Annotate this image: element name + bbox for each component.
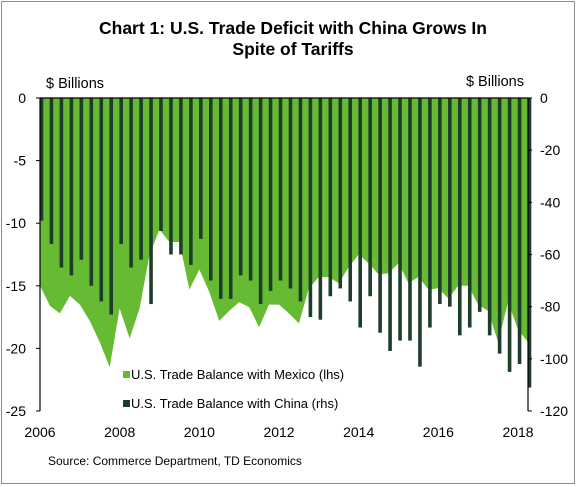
source-note: Source: Commerce Department, TD Economic…: [48, 454, 302, 468]
right-tick-label: -60: [540, 247, 560, 263]
legend-swatch-mexico: [123, 371, 130, 378]
legend-label-mexico: U.S. Trade Balance with Mexico (lhs): [131, 367, 344, 382]
plot-area: [39, 98, 532, 388]
china-bar: [318, 98, 323, 320]
china-bar: [268, 98, 273, 292]
china-bar: [388, 98, 392, 352]
left-tick-label: 0: [18, 90, 26, 106]
china-bar: [408, 98, 412, 341]
china-bar: [258, 98, 263, 305]
china-bar: [418, 98, 422, 367]
left-tick-label: -20: [6, 340, 26, 356]
china-bar: [159, 98, 163, 232]
x-tick-label: 2010: [184, 424, 215, 440]
right-tick-label: -20: [540, 142, 560, 158]
axes: [36, 97, 532, 412]
legend-label-china: U.S. Trade Balance with China (rhs): [131, 396, 338, 411]
china-bar: [248, 98, 253, 281]
china-bar: [328, 98, 333, 297]
china-bar: [199, 98, 203, 239]
china-bar: [49, 98, 54, 245]
china-bar: [59, 98, 64, 268]
china-bar: [119, 98, 123, 245]
x-tick-label: 2008: [104, 424, 135, 440]
right-tick-label: -100: [540, 351, 568, 367]
china-bar: [209, 98, 213, 281]
left-axis-label: $ Billions: [46, 76, 104, 92]
x-tick-label: 2014: [343, 424, 374, 440]
left-tick-label: -10: [6, 215, 26, 231]
china-bar: [517, 98, 522, 365]
legend-swatch-china: [123, 400, 130, 407]
china-bar: [467, 98, 472, 328]
legend: U.S. Trade Balance with Mexico (lhs) U.S…: [123, 367, 344, 411]
x-tick-label: 2006: [24, 424, 55, 440]
right-tick-label: 0: [540, 90, 548, 106]
chart-title-line-2: Spite of Tariffs: [232, 39, 353, 59]
right-tick-label: -120: [540, 403, 568, 419]
china-bar: [179, 98, 183, 255]
x-tick-label: 2018: [502, 424, 533, 440]
china-bar: [507, 98, 512, 372]
china-bar: [477, 98, 482, 312]
china-bar: [109, 98, 114, 315]
china-bar: [39, 98, 44, 221]
china-bar: [298, 98, 303, 302]
right-tick-label: -40: [540, 194, 560, 210]
china-bar: [278, 98, 283, 281]
chart-title-line-1: Chart 1: U.S. Trade Deficit with China G…: [99, 18, 487, 38]
china-bar: [308, 98, 313, 318]
china-bar: [457, 98, 462, 336]
china-bar: [218, 98, 223, 299]
china-bar: [358, 98, 362, 328]
china-bar: [368, 98, 372, 297]
china-bar: [378, 98, 382, 333]
left-tick-label: -15: [6, 278, 26, 294]
china-bar: [438, 98, 442, 305]
china-bar: [497, 98, 502, 354]
left-tick-label: -25: [6, 403, 26, 419]
left-tick-label: -5: [14, 153, 27, 169]
china-bar: [79, 98, 84, 260]
right-axis-label: $ Billions: [466, 74, 524, 90]
china-bar: [129, 98, 133, 268]
china-bar: [69, 98, 74, 276]
china-bar: [189, 98, 193, 265]
china-bar: [149, 98, 153, 305]
china-bar: [428, 98, 432, 328]
china-bar: [139, 98, 143, 260]
china-bar: [527, 98, 532, 388]
china-bar: [228, 98, 233, 299]
x-tick-label: 2016: [423, 424, 454, 440]
china-bar: [448, 98, 452, 307]
china-bar: [338, 98, 343, 289]
china-bar: [169, 98, 173, 255]
china-bar: [99, 98, 104, 302]
china-bar: [238, 98, 243, 276]
china-bar: [487, 98, 492, 336]
x-tick-label: 2012: [263, 424, 294, 440]
tick-labels: 0 -5 -10 -15 -20 -25 0 -20 -40 -60 -80 -100 -120 2006…: [6, 90, 568, 440]
china-bar: [348, 98, 353, 302]
china-bar: [89, 98, 94, 286]
right-tick-label: -80: [540, 299, 560, 315]
mexico-area: [40, 98, 528, 368]
china-bar: [398, 98, 402, 341]
china-bar: [288, 98, 293, 289]
